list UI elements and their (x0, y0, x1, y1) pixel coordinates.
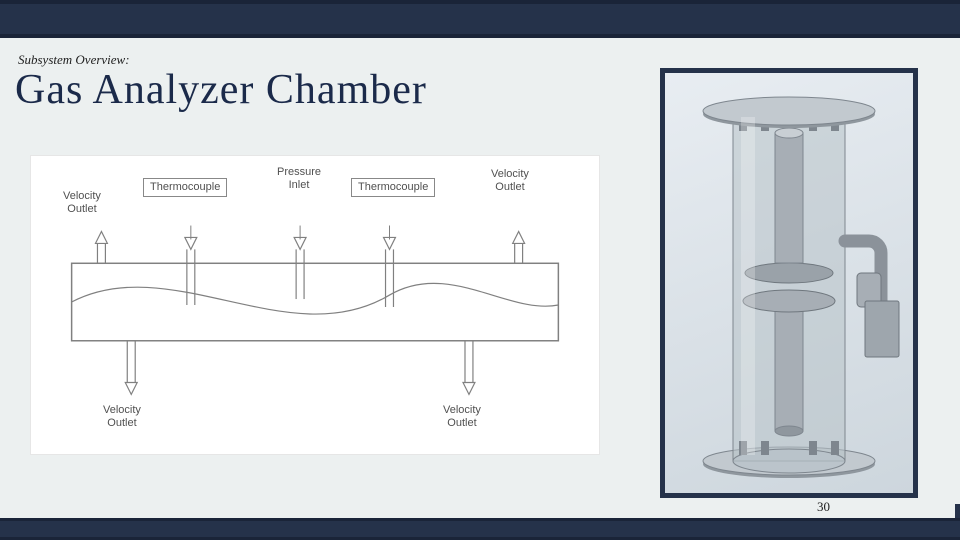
diagram-label: PressureInlet (277, 166, 321, 191)
diagram-label: Thermocouple (351, 178, 435, 197)
bottom-bar (0, 518, 960, 540)
page-number: 30 (817, 499, 830, 515)
cad-render-svg (665, 73, 913, 493)
slide: Subsystem Overview: Gas Analyzer Chamber… (0, 0, 960, 540)
side-tick (955, 504, 960, 518)
schematic-diagram: VelocityOutlet Thermocouple PressureInlet T… (30, 155, 600, 455)
diagram-label: VelocityOutlet (63, 190, 101, 215)
diagram-label: VelocityOutlet (443, 404, 481, 429)
diagram-label: Thermocouple (143, 178, 227, 197)
diagram-label: VelocityOutlet (103, 404, 141, 429)
diagram-label: VelocityOutlet (491, 168, 529, 193)
top-bar (0, 0, 960, 38)
page-title: Gas Analyzer Chamber (15, 66, 427, 114)
cad-render-frame (660, 68, 918, 498)
